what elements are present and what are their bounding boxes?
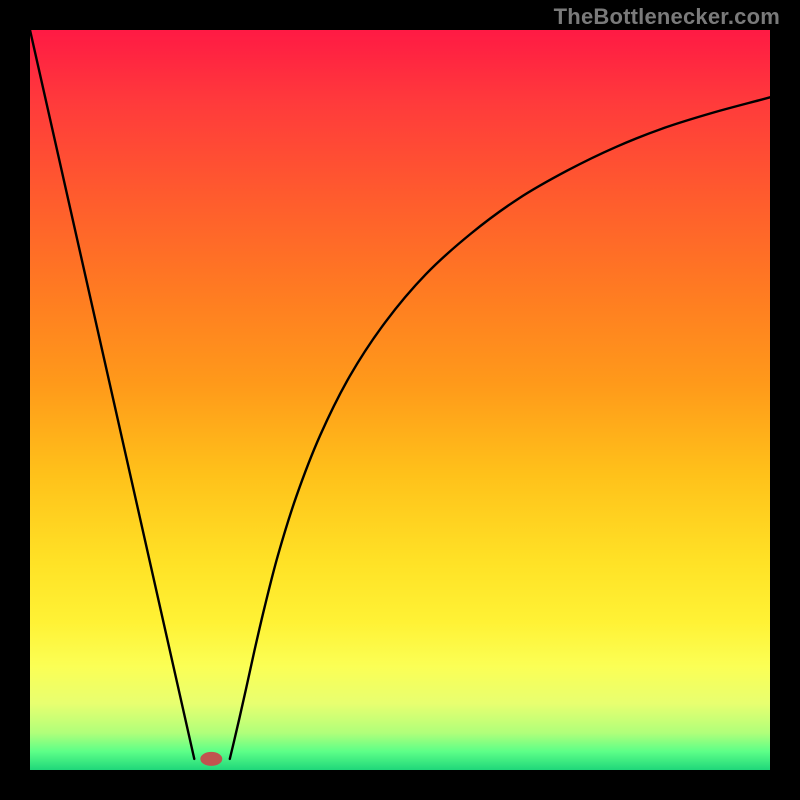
chart-svg bbox=[0, 0, 800, 800]
plot-gradient-background bbox=[30, 30, 770, 770]
watermark-text: TheBottlenecker.com bbox=[554, 4, 780, 30]
chart-frame: TheBottlenecker.com bbox=[0, 0, 800, 800]
bottleneck-marker bbox=[200, 752, 222, 766]
